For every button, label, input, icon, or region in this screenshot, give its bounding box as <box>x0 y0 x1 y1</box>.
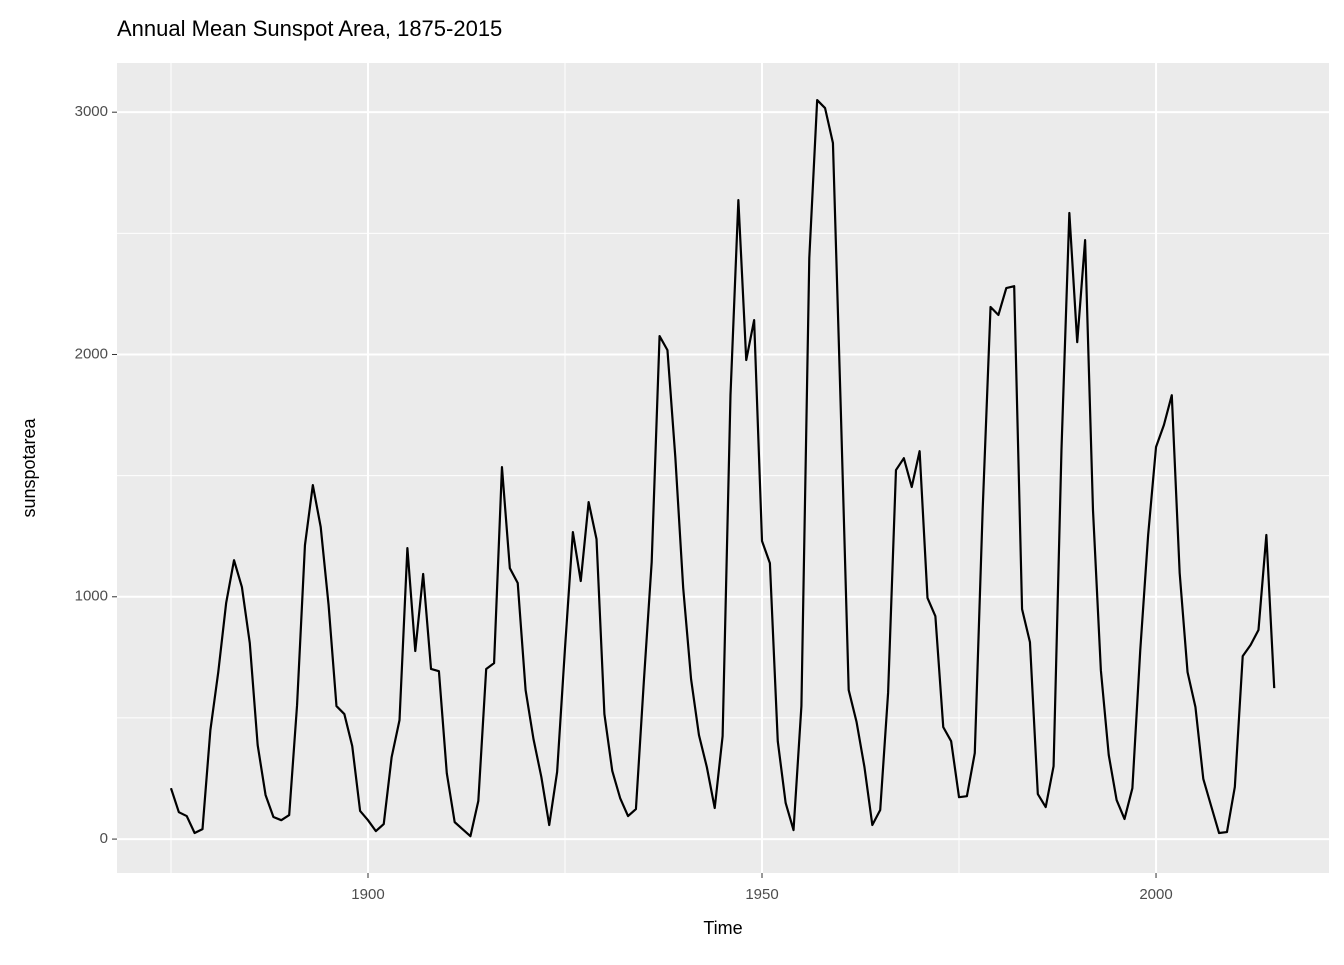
y-tick-label: 1000 <box>75 588 108 605</box>
x-tick-label: 1950 <box>745 886 778 903</box>
x-tick-label: 1900 <box>351 886 384 903</box>
y-tick-label: 2000 <box>75 345 108 362</box>
panel <box>117 63 1329 873</box>
x-axis-title: Time <box>703 918 742 938</box>
y-tick-label: 3000 <box>75 103 108 120</box>
y-axis-title: sunspotarea <box>19 417 39 517</box>
chart-title: Annual Mean Sunspot Area, 1875-2015 <box>117 16 502 41</box>
line <box>169 98 1276 838</box>
y-tick-label: 0 <box>100 830 108 847</box>
x-tick-label: 2000 <box>1139 886 1172 903</box>
